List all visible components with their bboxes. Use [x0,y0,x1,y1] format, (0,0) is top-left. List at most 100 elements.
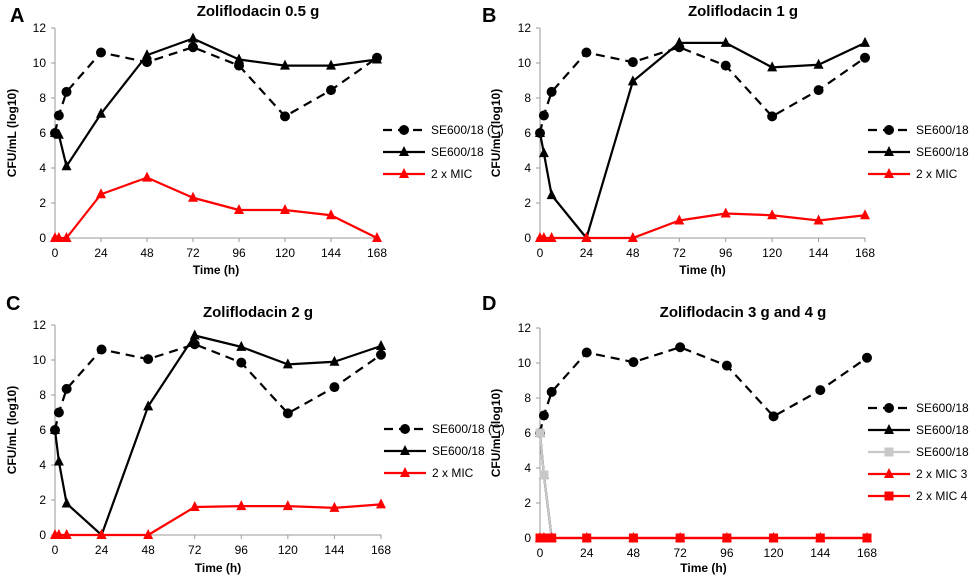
x-axis-label: Time (h) [195,561,241,575]
data-point [236,340,247,351]
x-tick-label: 168 [371,543,391,557]
series-se600-18-c- [50,42,382,138]
x-tick-label: 168 [367,246,387,260]
data-point [376,349,386,360]
legend-marker [399,125,409,135]
data-point [546,86,557,97]
data-point [326,85,336,96]
data-point [236,357,247,368]
series-line [53,343,382,431]
y-tick-label: 0 [524,531,531,545]
panel-label: B [482,5,496,27]
series-2-x-mic-4-g [535,533,872,543]
x-tick-label: 144 [810,546,830,560]
data-point [674,214,685,225]
x-tick-label: 72 [188,543,202,557]
data-point [61,497,72,508]
data-point [189,501,200,511]
data-point [815,533,825,543]
data-point [53,128,64,139]
legend-marker [400,424,410,434]
y-tick-label: 0 [39,231,46,245]
x-axis-label: Time (h) [193,263,239,277]
legend-marker [884,491,894,501]
y-tick-label: 12 [518,21,532,35]
y-tick-label: 10 [33,56,47,70]
x-tick-label: 48 [140,246,154,260]
x-tick-label: 96 [232,246,246,260]
y-tick-label: 8 [39,91,46,105]
data-point [234,204,244,214]
y-tick-label: 2 [39,493,46,507]
data-point [280,59,290,70]
x-tick-label: 0 [52,246,59,260]
data-point [721,360,732,371]
data-point [282,358,293,369]
x-tick-label: 96 [235,543,249,557]
x-axis-label: Time (h) [679,263,725,277]
data-point [627,57,638,68]
data-point [628,357,639,368]
chart-title: Zoliflodacin 2 g [203,304,313,321]
data-point [376,340,386,350]
legend-label: 2 x MIC 4 g [916,489,969,503]
data-point [282,500,293,511]
data-point [326,209,336,220]
series-line [55,176,378,240]
data-point [329,501,340,512]
data-point [815,385,826,396]
data-point [547,533,557,543]
y-tick-label: 8 [39,388,46,402]
data-point [720,207,731,218]
x-tick-label: 120 [764,546,784,560]
data-point [61,232,72,242]
legend-label: SE600/18 [432,444,485,458]
legend-label: 2 x MIC [431,167,473,181]
legend-label: SE600/18 (C) [916,401,969,415]
legend: SE600/18 (C) SE600/18 2 x MIC [868,123,969,181]
x-tick-label: 0 [537,246,544,260]
y-tick-label: 6 [524,426,531,440]
data-point [862,533,872,543]
series-line [538,346,868,434]
data-point [53,455,64,466]
data-point [96,47,106,58]
y-tick-label: 4 [39,161,46,175]
data-point [96,107,106,118]
x-tick-label: 24 [580,546,594,560]
x-tick-label: 72 [673,246,687,260]
x-tick-label: 0 [52,543,59,557]
data-point [627,232,638,242]
series-line [540,212,866,240]
series-2-x-mic [535,207,870,242]
data-point [813,214,824,225]
x-tick-label: 72 [186,246,200,260]
data-point [61,383,72,394]
legend-marker [884,146,894,156]
legend-label: 2 x MIC [916,167,958,181]
data-point [189,329,200,340]
x-tick-label: 168 [857,546,877,560]
data-point [546,189,557,200]
y-tick-label: 8 [524,391,531,405]
legend-label: SE600/18 (C) [916,123,969,137]
data-point [675,342,686,353]
x-tick-label: 72 [673,546,687,560]
legend-label: SE600/18 (C) [431,123,504,137]
x-tick-label: 144 [321,246,341,260]
data-point [546,386,557,397]
data-point [535,428,545,438]
legend-label: 2 x MIC 3 g [916,467,969,481]
series-line [538,432,553,539]
data-point [53,110,64,121]
series-se600-18-c- [50,339,386,435]
data-point [96,529,107,539]
legend-marker [400,445,410,455]
data-point [582,533,592,543]
y-tick-label: 6 [524,126,531,140]
data-point [813,58,824,69]
data-point [188,191,198,202]
